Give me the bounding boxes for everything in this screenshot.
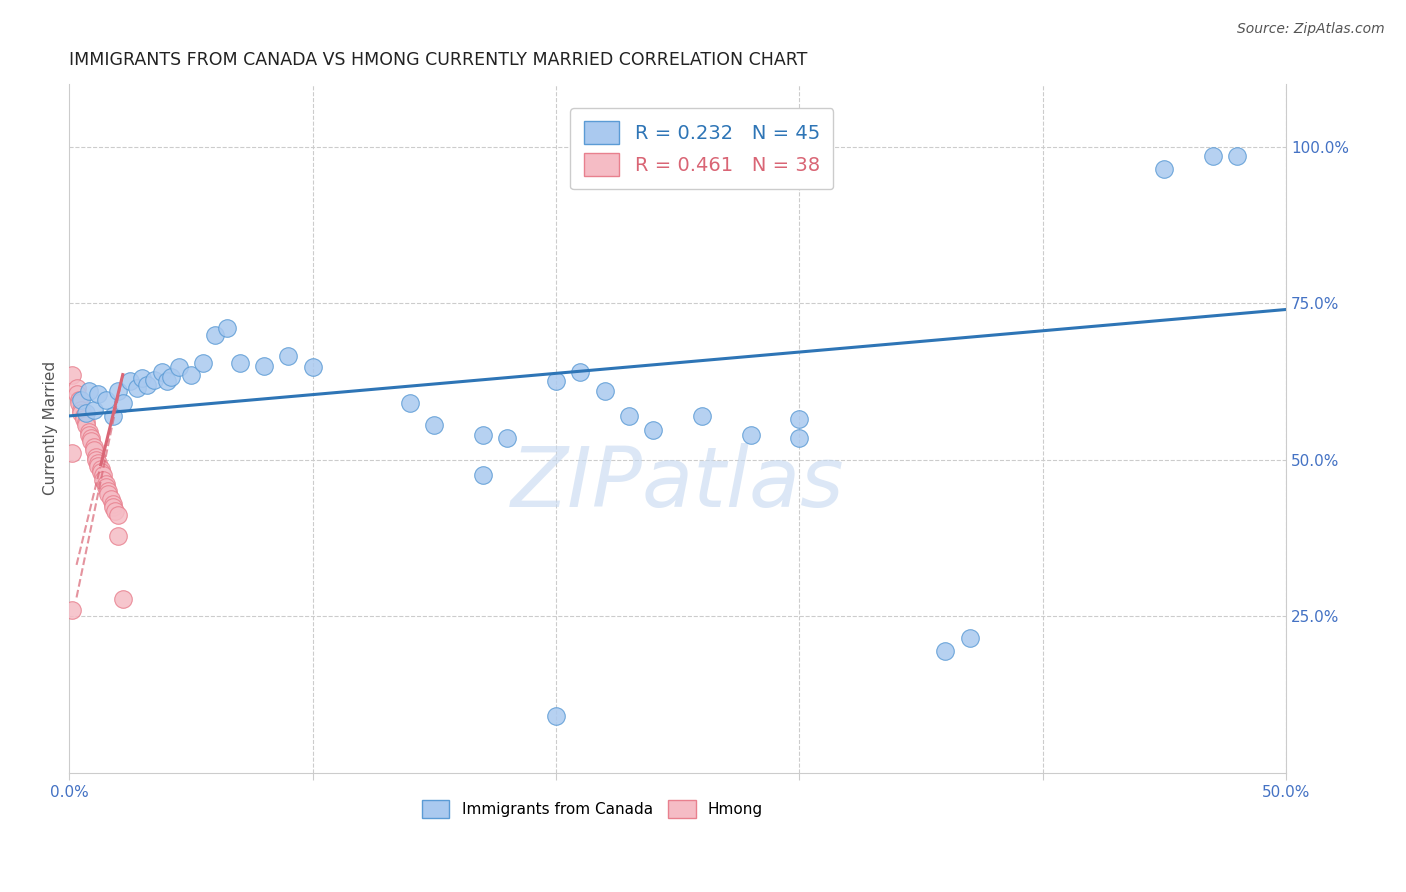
Point	[934, 643, 956, 657]
Legend: Immigrants from Canada, Hmong: Immigrants from Canada, Hmong	[416, 794, 769, 823]
Y-axis label: Currently Married: Currently Married	[44, 361, 58, 495]
Point	[107, 529, 129, 543]
Point	[150, 365, 173, 379]
Point	[100, 491, 122, 506]
Point	[471, 427, 494, 442]
Point	[60, 368, 83, 383]
Point	[75, 418, 97, 433]
Point	[143, 373, 166, 387]
Point	[191, 356, 214, 370]
Text: Source: ZipAtlas.com: Source: ZipAtlas.com	[1237, 22, 1385, 37]
Point	[496, 431, 519, 445]
Point	[87, 458, 110, 473]
Point	[107, 508, 129, 522]
Point	[1153, 161, 1175, 176]
Point	[91, 468, 114, 483]
Point	[104, 504, 127, 518]
Point	[740, 427, 762, 442]
Point	[253, 359, 276, 373]
Point	[544, 709, 567, 723]
Point	[84, 452, 107, 467]
Point	[301, 360, 323, 375]
Point	[593, 384, 616, 398]
Point	[217, 321, 239, 335]
Point	[83, 443, 105, 458]
Point	[544, 375, 567, 389]
Point	[959, 631, 981, 645]
Point	[91, 473, 114, 487]
Point	[94, 480, 117, 494]
Point	[101, 497, 124, 511]
Point	[127, 381, 149, 395]
Point	[120, 375, 142, 389]
Point	[73, 412, 96, 426]
Point	[75, 415, 97, 429]
Point	[277, 350, 299, 364]
Point	[73, 409, 96, 423]
Point	[83, 402, 105, 417]
Point	[65, 387, 87, 401]
Point	[87, 456, 110, 470]
Point	[569, 365, 592, 379]
Point	[77, 427, 100, 442]
Point	[75, 406, 97, 420]
Point	[60, 603, 83, 617]
Point	[84, 450, 107, 464]
Point	[101, 500, 124, 515]
Point	[70, 406, 93, 420]
Point	[155, 375, 177, 389]
Point	[204, 327, 226, 342]
Point	[1226, 149, 1249, 163]
Point	[111, 396, 134, 410]
Point	[107, 384, 129, 398]
Point	[60, 446, 83, 460]
Point	[643, 423, 665, 437]
Point	[690, 409, 713, 423]
Text: IMMIGRANTS FROM CANADA VS HMONG CURRENTLY MARRIED CORRELATION CHART: IMMIGRANTS FROM CANADA VS HMONG CURRENTL…	[69, 51, 807, 69]
Point	[94, 476, 117, 491]
Text: ZIPatlas: ZIPatlas	[510, 443, 845, 524]
Point	[80, 434, 103, 448]
Point	[65, 381, 87, 395]
Point	[70, 402, 93, 417]
Point	[136, 377, 159, 392]
Point	[90, 462, 112, 476]
Point	[111, 591, 134, 606]
Point	[77, 384, 100, 398]
Point	[101, 409, 124, 423]
Point	[83, 440, 105, 454]
Point	[131, 371, 153, 385]
Point	[90, 465, 112, 479]
Point	[471, 468, 494, 483]
Point	[70, 393, 93, 408]
Point	[617, 409, 640, 423]
Point	[180, 368, 202, 383]
Point	[80, 431, 103, 445]
Point	[423, 418, 446, 433]
Point	[67, 396, 90, 410]
Point	[787, 412, 810, 426]
Point	[87, 387, 110, 401]
Point	[97, 483, 120, 498]
Point	[787, 431, 810, 445]
Point	[1202, 149, 1225, 163]
Point	[399, 396, 422, 410]
Point	[228, 356, 250, 370]
Point	[77, 425, 100, 439]
Point	[94, 393, 117, 408]
Point	[160, 370, 183, 384]
Point	[67, 393, 90, 408]
Point	[167, 360, 190, 375]
Point	[97, 487, 120, 501]
